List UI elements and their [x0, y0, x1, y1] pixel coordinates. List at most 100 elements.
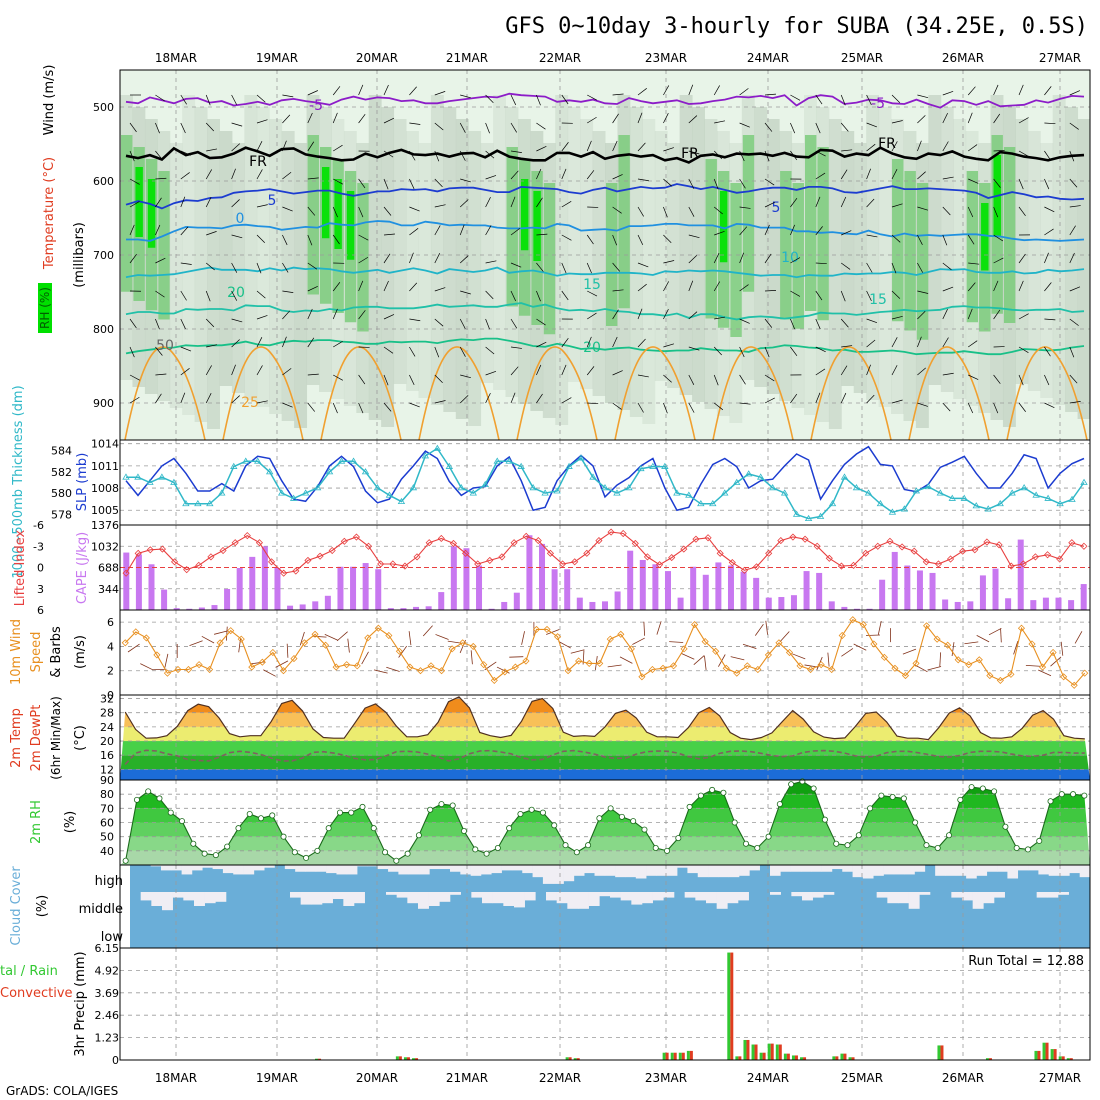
- rh2m-point: [618, 813, 625, 820]
- temp-tick: 24: [100, 721, 114, 734]
- wind-barb: [129, 318, 137, 329]
- cloud-cell: [955, 865, 967, 876]
- wind-barb: [1044, 150, 1051, 161]
- cloud-cell: [908, 892, 920, 909]
- wind-barb: [663, 402, 668, 414]
- wind-barb: [739, 374, 746, 385]
- cloud-cell: [1058, 892, 1069, 895]
- wind10m-point: [258, 658, 266, 666]
- cape-bar: [690, 566, 697, 610]
- thickness-point: [589, 473, 597, 480]
- cloud-cell: [1007, 865, 1019, 879]
- wind10m-barbs: [127, 620, 1083, 677]
- lifted-index-point: [740, 566, 749, 574]
- wind-barb: [688, 402, 695, 413]
- thickness-point: [613, 489, 621, 496]
- cloud-cell: [852, 865, 864, 878]
- rh2m-point: [506, 825, 513, 832]
- rh-cell: [667, 143, 681, 388]
- wind10m-barb: [902, 648, 917, 655]
- rh2m-point: [393, 857, 400, 864]
- cape-bar: [929, 572, 936, 610]
- wind10m-point: [480, 661, 488, 669]
- wind10m-point: [754, 665, 762, 674]
- wind-barb: [510, 150, 522, 153]
- day-gridlines: [175, 610, 1061, 695]
- thickness-point: [373, 484, 382, 491]
- cloud-cell: [1048, 865, 1060, 876]
- rh-cell: [244, 95, 258, 400]
- wind-barb: [383, 280, 389, 292]
- wind-barb: [993, 280, 999, 292]
- wind10m-point: [775, 639, 783, 647]
- cape-bar: [400, 608, 407, 610]
- wind-barb: [332, 112, 338, 124]
- wind10m-point: [817, 661, 825, 669]
- cloud-cell: [780, 865, 791, 872]
- wind10m-point: [901, 672, 910, 680]
- wind-barb: [536, 94, 541, 106]
- cloud-cell: [204, 892, 216, 904]
- wind-barb: [282, 336, 287, 348]
- wind-barb: [383, 374, 389, 386]
- rh2m-point: [539, 809, 546, 816]
- series-rh2m: [125, 780, 1085, 862]
- wind-barb: [383, 253, 391, 264]
- rh2m-point: [878, 792, 885, 799]
- cloud-cell: [439, 892, 451, 902]
- wind-barb: [383, 84, 389, 96]
- cloud-cell: [396, 892, 408, 898]
- rh-cell: [294, 143, 308, 428]
- wind10m-point: [764, 651, 772, 659]
- thickness-point: [1056, 499, 1064, 507]
- lifted-index-point: [461, 549, 470, 557]
- wind-barb: [663, 374, 672, 383]
- wind10m-barb: [1013, 640, 1019, 655]
- wind-barb: [307, 308, 313, 320]
- lifted-index-point: [571, 558, 579, 566]
- rh2m-point: [359, 803, 366, 810]
- wind-barb: [383, 233, 395, 236]
- wind-barb: [536, 146, 547, 152]
- lifted-index-point: [898, 543, 906, 551]
- rh2m-point: [889, 794, 896, 801]
- x-tick-label-top: 26MAR: [942, 51, 984, 65]
- cape-tick: 344: [98, 583, 119, 596]
- rh-cell: [828, 119, 842, 429]
- wind-barb: [764, 374, 775, 382]
- cloud-cell: [1028, 865, 1039, 871]
- wind-barb: [1018, 313, 1029, 320]
- cloud-cell: [140, 892, 152, 901]
- lifted-index-point: [959, 547, 967, 555]
- rh2m-point: [314, 847, 321, 854]
- wind10m-point: [332, 663, 340, 671]
- rh2m-point: [483, 850, 490, 857]
- contour-label: 5: [772, 200, 781, 216]
- wind-barb: [917, 367, 926, 376]
- wind-barb: [714, 230, 725, 236]
- wind-barb: [434, 204, 446, 208]
- rh-cell: [730, 183, 742, 337]
- rh2m-point: [551, 822, 558, 829]
- wind10m-point: [1007, 670, 1015, 678]
- wind10m-point: [1081, 669, 1089, 677]
- thickness-point: [301, 489, 310, 496]
- wind10m-point: [132, 628, 140, 636]
- cloud-cell: [599, 892, 611, 897]
- wind10m-point: [975, 656, 983, 664]
- rh2m-point: [1070, 791, 1077, 798]
- cloud-cell: [522, 865, 533, 874]
- precip-conv-bar: [1037, 1050, 1041, 1060]
- wind-barb: [967, 340, 978, 348]
- wind-barb: [967, 144, 978, 152]
- lifted-index-point: [619, 529, 627, 538]
- wind10m-point: [849, 616, 857, 624]
- rh2m-point: [957, 796, 964, 803]
- li-tick: -6: [33, 519, 44, 532]
- slp-tick: 1005: [91, 504, 119, 517]
- wind-barb: [409, 86, 417, 96]
- wind-barb: [231, 262, 238, 273]
- lifted-index-point: [849, 561, 858, 569]
- precip-total-bar: [937, 1045, 941, 1060]
- wind10m-point: [395, 647, 403, 655]
